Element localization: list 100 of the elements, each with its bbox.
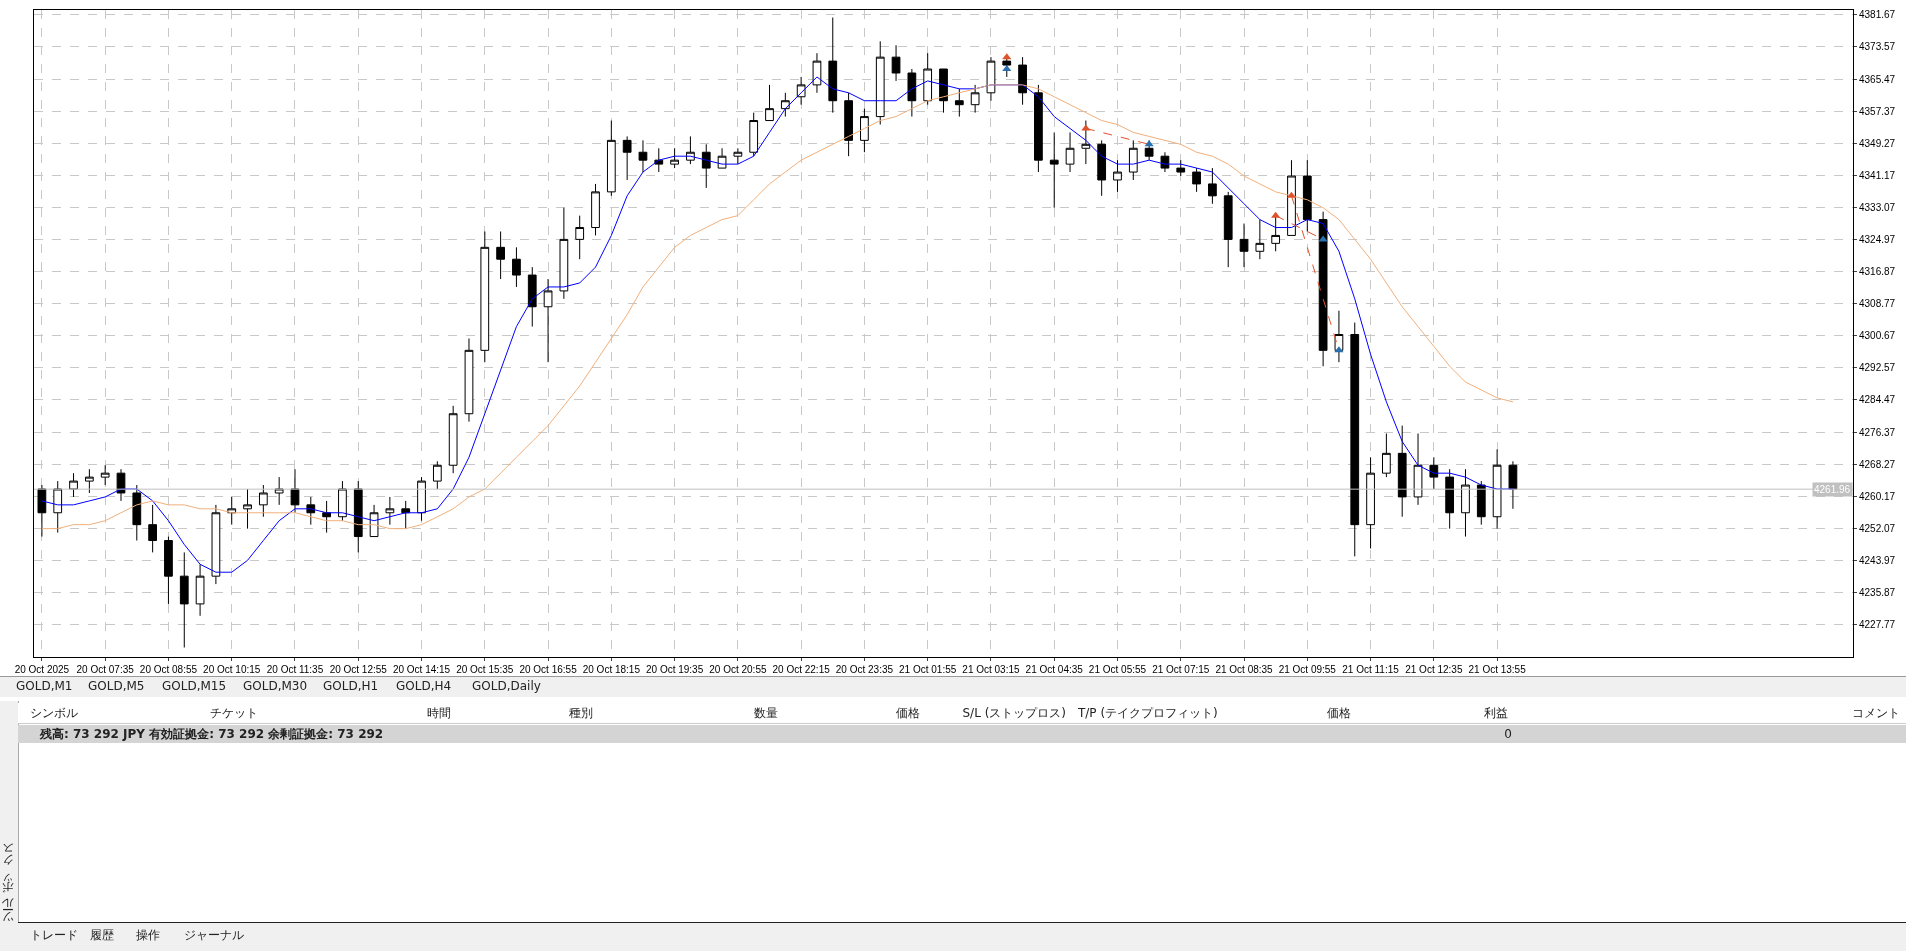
y-tick-label: 4349.27 xyxy=(1859,137,1896,149)
text: GOLD,H1 xyxy=(323,679,379,694)
text: ジャーナル xyxy=(184,928,244,943)
candlestick xyxy=(1476,480,1486,526)
candlestick xyxy=(591,183,600,236)
candlestick xyxy=(907,68,917,118)
candlestick xyxy=(606,120,616,197)
y-tick-label: 4292.57 xyxy=(1859,362,1896,374)
candlestick xyxy=(796,76,806,106)
x-tick-label: 21 Oct 07:15 xyxy=(1152,664,1210,675)
candlestick xyxy=(954,88,964,118)
candlestick xyxy=(179,551,189,648)
candlestick xyxy=(686,135,695,165)
candlestick xyxy=(749,112,759,157)
candlestick xyxy=(875,40,885,125)
candlestick xyxy=(986,56,996,102)
candlestick xyxy=(828,17,838,114)
candlestick xyxy=(243,488,252,530)
text: GOLD,M1 xyxy=(16,679,73,694)
y-tick-label: 4324.97 xyxy=(1859,234,1896,246)
candlestick xyxy=(53,480,63,534)
candlestick xyxy=(860,108,869,153)
candlestick xyxy=(1018,56,1027,106)
text: GOLD,M15 xyxy=(162,679,227,694)
text: GOLD,M5 xyxy=(88,679,145,694)
x-tick-label: 21 Oct 01:55 xyxy=(899,664,957,675)
point xyxy=(1271,211,1281,218)
text: トレード xyxy=(30,928,78,943)
text: シンボル xyxy=(30,706,78,721)
ref-line-label: 4261.96 xyxy=(1814,484,1851,495)
y-tick-label: 4235.87 xyxy=(1859,587,1896,599)
candlestick xyxy=(1461,468,1470,538)
text: 操作 xyxy=(136,928,160,943)
candlestick xyxy=(1239,223,1249,268)
candlestick xyxy=(1366,456,1375,549)
y-tick-label: 4341.17 xyxy=(1859,169,1896,181)
candlestick xyxy=(1397,425,1407,518)
y-tick-label: 4333.07 xyxy=(1859,201,1896,213)
candlestick xyxy=(84,468,94,494)
candlestick xyxy=(1508,460,1518,510)
candlestick xyxy=(1382,433,1391,478)
candlestick xyxy=(1302,159,1312,232)
y-tick-label: 4373.57 xyxy=(1859,41,1896,53)
x-tick-label: 21 Oct 05:55 xyxy=(1088,664,1147,675)
x-tick-label: 20 Oct 08:55 xyxy=(139,664,198,675)
candlestick xyxy=(1049,131,1059,209)
text: チケット xyxy=(210,706,258,721)
candlestick xyxy=(1034,84,1043,173)
candlestick xyxy=(1208,167,1217,205)
text: 価格 xyxy=(896,706,920,721)
x-tick-label: 20 Oct 12:55 xyxy=(329,664,388,675)
text: 残高: 73 292 JPY 有効証拠金: 73 292 余剰証拠金: 73 292 xyxy=(40,727,384,742)
x-tick-label: 21 Oct 12:35 xyxy=(1405,664,1463,675)
x-tick-label: 20 Oct 07:35 xyxy=(76,664,135,675)
y-tick-label: 4357.37 xyxy=(1859,105,1896,117)
candlestick xyxy=(1255,219,1265,260)
x-tick-label: 20 Oct 10:15 xyxy=(203,664,261,675)
candlestick xyxy=(37,484,47,538)
candlestick xyxy=(100,464,110,486)
text: GOLD,H4 xyxy=(396,679,452,694)
x-tick-label: 20 Oct 11:35 xyxy=(266,664,324,675)
candlestick xyxy=(1176,159,1186,177)
point xyxy=(1002,65,1012,72)
candlestick xyxy=(1097,139,1107,197)
text: 種別 xyxy=(569,706,593,721)
x-tick-label: 21 Oct 11:15 xyxy=(1342,664,1400,675)
x-tick-label: 21 Oct 09:55 xyxy=(1278,664,1337,675)
y-tick-label: 4252.07 xyxy=(1859,522,1896,534)
candlestick xyxy=(385,496,395,526)
text: T/P (テイクプロフィット) xyxy=(1078,706,1218,721)
candlestick xyxy=(258,484,268,518)
candlestick xyxy=(812,52,822,94)
candlestick xyxy=(1065,131,1075,173)
y-tick-label: 4243.97 xyxy=(1859,554,1896,566)
candlestick xyxy=(338,480,347,522)
y-tick-label: 4268.27 xyxy=(1859,458,1896,470)
candlestick xyxy=(1128,139,1138,181)
y-tick-label: 4300.67 xyxy=(1859,330,1896,342)
x-tick-label: 21 Oct 08:35 xyxy=(1215,664,1274,675)
candlestick xyxy=(844,92,853,157)
candlestick xyxy=(306,496,316,526)
x-tick-label: 20 Oct 14:15 xyxy=(392,664,451,675)
candlestick xyxy=(353,480,363,553)
x-tick-label: 20 Oct 2025 xyxy=(14,664,70,675)
text: コメント xyxy=(1852,706,1900,721)
candlestick xyxy=(164,536,173,605)
candlestick xyxy=(512,246,521,288)
y-tick-label: 4316.87 xyxy=(1859,266,1896,278)
candlestick xyxy=(290,468,300,514)
candlestick xyxy=(148,504,158,553)
text: GOLD,M30 xyxy=(243,679,308,694)
candlestick xyxy=(432,460,442,490)
candlestick xyxy=(401,500,411,530)
candlestick xyxy=(622,135,632,181)
candlestick xyxy=(891,44,901,82)
candlestick xyxy=(464,337,474,423)
x-tick-label: 20 Oct 16:55 xyxy=(519,664,578,675)
candlestick xyxy=(543,278,553,363)
candlestick xyxy=(527,266,537,328)
point xyxy=(1002,53,1012,60)
